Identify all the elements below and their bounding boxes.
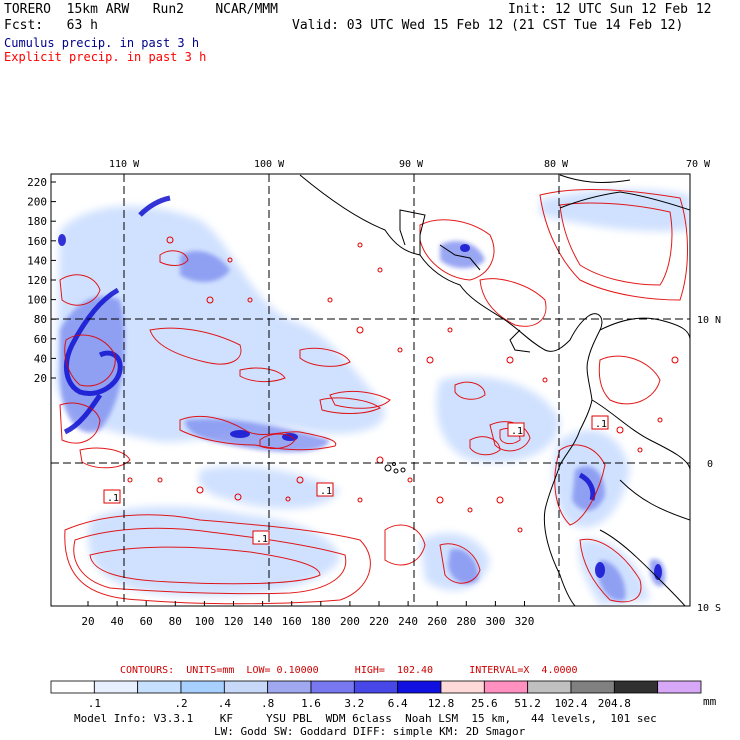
lat-label: 0: [707, 459, 713, 470]
x-tick-label: 280: [456, 615, 476, 628]
model-info: Model Info: V3.3.1 KF YSU PBL WDM 6class…: [74, 712, 657, 725]
colorbar: [50, 680, 702, 694]
colorbar-swatch: [570, 680, 615, 694]
colorbar-swatch: [657, 680, 702, 694]
y-tick-label: 20: [34, 372, 47, 385]
colorbar-swatch: [137, 680, 182, 694]
lon-label: 70 W: [686, 159, 711, 170]
colorbar-swatch: [440, 680, 485, 694]
x-tick-label: 180: [311, 615, 331, 628]
init-time: Init: 12 UTC Sun 12 Feb 12: [508, 2, 712, 17]
box-label: .1: [511, 426, 523, 437]
x-tick-label: 200: [340, 615, 360, 628]
y-axis-ticks: 220 200 180 160 140 120 100 80 60 40 20: [27, 176, 56, 385]
y-tick-label: 180: [27, 215, 47, 228]
forecast-hour: Fcst: 63 h: [4, 18, 98, 33]
y-tick-label: 40: [34, 352, 47, 365]
y-tick-label: 220: [27, 176, 47, 189]
y-tick-label: 200: [27, 196, 47, 209]
lon-label: 100 W: [254, 159, 285, 170]
x-tick-label: 40: [110, 615, 123, 628]
x-tick-label: 300: [485, 615, 505, 628]
lon-label: 90 W: [399, 159, 424, 170]
x-tick-label: 220: [369, 615, 389, 628]
colorbar-swatch: [50, 680, 95, 694]
colorbar-label: 6.4: [388, 697, 408, 710]
colorbar-swatch: [483, 680, 529, 694]
x-tick-label: 260: [427, 615, 447, 628]
colorbar-swatch: [180, 680, 225, 694]
x-tick-label: 60: [140, 615, 153, 628]
latitude-labels: 10 N 0 10 S: [697, 315, 721, 614]
colorbar-label: 51.2: [514, 697, 541, 710]
y-tick-label: 80: [34, 313, 47, 326]
contour-box-labels: .1 .1 .1 .1 .1: [103, 415, 609, 545]
colorbar-label: 1.6: [301, 697, 321, 710]
lat-label: 10 N: [697, 315, 721, 326]
colorbar-label: .1: [88, 697, 101, 710]
map-frame: [50, 173, 691, 607]
colorbar-labels: .1 .2 .4 .8 1.6 3.2 6.4 12.8 25.6 51.2 102.4 204.8: [88, 697, 631, 710]
precip-field: [51, 174, 690, 606]
box-label: .1: [320, 486, 332, 497]
colorbar-label: 3.2: [344, 697, 364, 710]
colorbar-swatch: [267, 680, 312, 694]
colorbar-label: .4: [218, 697, 232, 710]
lat-label: 10 S: [697, 603, 721, 614]
physics-info: LW: Godd SW: Goddard DIFF: simple KM: 2D…: [214, 725, 526, 738]
colorbar-swatch: [93, 680, 139, 694]
colorbar-swatch: [310, 680, 355, 694]
colorbar-swatch: [613, 680, 659, 694]
colorbar-swatch: [397, 680, 442, 694]
colorbar-label: 25.6: [471, 697, 498, 710]
y-tick-label: 60: [34, 333, 47, 346]
x-axis-ticks: 20 40 60 80 100 120 140 160 180 200 220 240 260 280 30…: [81, 601, 534, 628]
y-tick-label: 120: [27, 274, 47, 287]
colorbar-label: 204.8: [598, 697, 631, 710]
x-tick-label: 20: [81, 615, 94, 628]
colorbar-label: .2: [174, 697, 187, 710]
x-tick-label: 320: [515, 615, 535, 628]
explicit-legend: Explicit precip. in past 3 h: [4, 50, 207, 64]
colorbar-swatch: [527, 680, 572, 694]
colorbar-label: .8: [261, 697, 274, 710]
x-tick-label: 240: [398, 615, 418, 628]
colorbar-swatch: [223, 680, 269, 694]
colorbar-unit: mm: [703, 695, 717, 708]
box-label: .1: [256, 534, 268, 545]
colorbar-swatch: [353, 680, 399, 694]
box-label: .1: [107, 493, 119, 504]
model-title: TORERO 15km ARW Run2 NCAR/MMM: [4, 2, 278, 17]
y-tick-label: 140: [27, 254, 47, 267]
colorbar-label: 102.4: [554, 697, 587, 710]
x-tick-label: 120: [224, 615, 244, 628]
x-tick-label: 140: [253, 615, 273, 628]
lon-label: 80 W: [544, 159, 569, 170]
x-tick-label: 160: [282, 615, 302, 628]
x-tick-label: 80: [169, 615, 182, 628]
longitude-labels: 110 W 100 W 90 W 80 W 70 W: [109, 159, 711, 170]
contour-info: CONTOURS: UNITS=mm LOW= 0.10000 HIGH= 10…: [120, 665, 578, 676]
lon-label: 110 W: [109, 159, 140, 170]
x-tick-label: 100: [194, 615, 214, 628]
y-tick-label: 100: [27, 294, 47, 307]
y-tick-label: 160: [27, 235, 47, 248]
box-label: .1: [595, 419, 607, 430]
cumulus-legend: Cumulus precip. in past 3 h: [4, 36, 200, 50]
valid-time: Valid: 03 UTC Wed 15 Feb 12 (21 CST Tue …: [292, 18, 684, 33]
colorbar-label: 12.8: [428, 697, 455, 710]
